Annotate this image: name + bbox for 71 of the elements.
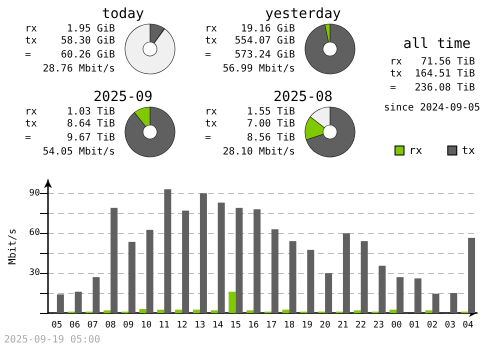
text: since 2024-09-05 <box>384 102 480 114</box>
text: = <box>205 132 212 144</box>
x-tick-label: 12 <box>176 320 188 330</box>
y-axis-title: Mbit/s <box>8 228 18 265</box>
text: 28.10 Mbit/s <box>222 146 295 158</box>
x-tick-label: 22 <box>355 320 366 330</box>
x-tick-label: 23 <box>373 320 384 330</box>
x-tick-label: 18 <box>284 320 295 330</box>
text: 60.26 GiB <box>60 50 115 60</box>
x-tick-label: 02 <box>426 320 438 330</box>
text: 56.99 Mbit/s <box>222 64 295 74</box>
x-tick-label: 00 <box>391 320 402 330</box>
x-tick-label: 14 <box>212 320 224 330</box>
legend-label: rx <box>409 144 423 157</box>
text: 54.05 Mbit/s <box>42 146 115 158</box>
x-tick-label: 03 <box>444 320 456 330</box>
text: 8.56 TiB <box>246 132 295 144</box>
x-tick-label: 10 <box>140 320 152 330</box>
chart-title: 2025-08 <box>273 89 333 105</box>
text: 1.03 TiB <box>66 106 115 118</box>
text: 28.76 Mbit/s <box>42 64 115 74</box>
x-tick-label: 16 <box>248 320 259 330</box>
text: rx <box>205 24 218 34</box>
text: rx <box>25 24 38 34</box>
x-tick-label: 20 <box>320 320 330 330</box>
text: = <box>390 82 396 94</box>
text: tx <box>25 36 38 46</box>
x-tick-label: 13 <box>194 320 206 330</box>
text: rx <box>25 106 38 118</box>
text: 573.24 GiB <box>234 50 295 60</box>
chart-title: yesterday <box>265 6 341 22</box>
y-tick-label: 60 <box>29 228 40 238</box>
x-tick-label: 15 <box>230 320 242 330</box>
y-tick-label: 30 <box>29 268 40 278</box>
x-tick-label: 05 <box>52 320 62 330</box>
x-tick-label: 09 <box>123 320 134 330</box>
legend-label: tx <box>462 144 476 157</box>
x-tick-label: 08 <box>105 320 116 330</box>
text: 8.64 TiB <box>66 118 115 130</box>
x-tick-label: 17 <box>266 320 277 330</box>
text: 236.08 TiB <box>414 82 475 94</box>
chart-title: 2025-09 <box>93 89 153 105</box>
text: rx <box>205 106 218 118</box>
text: = <box>25 50 32 60</box>
text: all time <box>403 36 471 52</box>
text: 164.51 TiB <box>414 68 475 80</box>
text: 2025-09-19 05:00 <box>4 334 100 346</box>
text: = <box>205 50 212 60</box>
x-tick-label: 21 <box>338 320 348 330</box>
text: 1.55 TiB <box>246 106 295 118</box>
chart-title: today <box>102 6 144 22</box>
x-tick-label: 19 <box>302 320 313 330</box>
text: tx <box>25 118 38 130</box>
x-tick-label: 01 <box>409 320 420 330</box>
x-tick-label: 07 <box>87 320 98 330</box>
text: 554.07 GiB <box>234 36 295 46</box>
text: 1.95 GiB <box>66 24 115 34</box>
text: tx <box>205 36 218 46</box>
text: rx <box>390 56 402 68</box>
text: tx <box>390 68 402 80</box>
text: 7.00 TiB <box>246 118 295 130</box>
text: 9.67 TiB <box>66 132 115 144</box>
text: tx <box>205 118 218 130</box>
text: 71.56 TiB <box>420 56 475 68</box>
text: = <box>25 132 32 144</box>
x-tick-label: 04 <box>462 320 474 330</box>
text: 58.30 GiB <box>60 36 115 46</box>
x-tick-label: 06 <box>69 320 80 330</box>
x-tick-label: 11 <box>158 320 170 330</box>
y-tick-label: 90 <box>29 188 40 198</box>
text: 19.16 GiB <box>240 24 295 34</box>
